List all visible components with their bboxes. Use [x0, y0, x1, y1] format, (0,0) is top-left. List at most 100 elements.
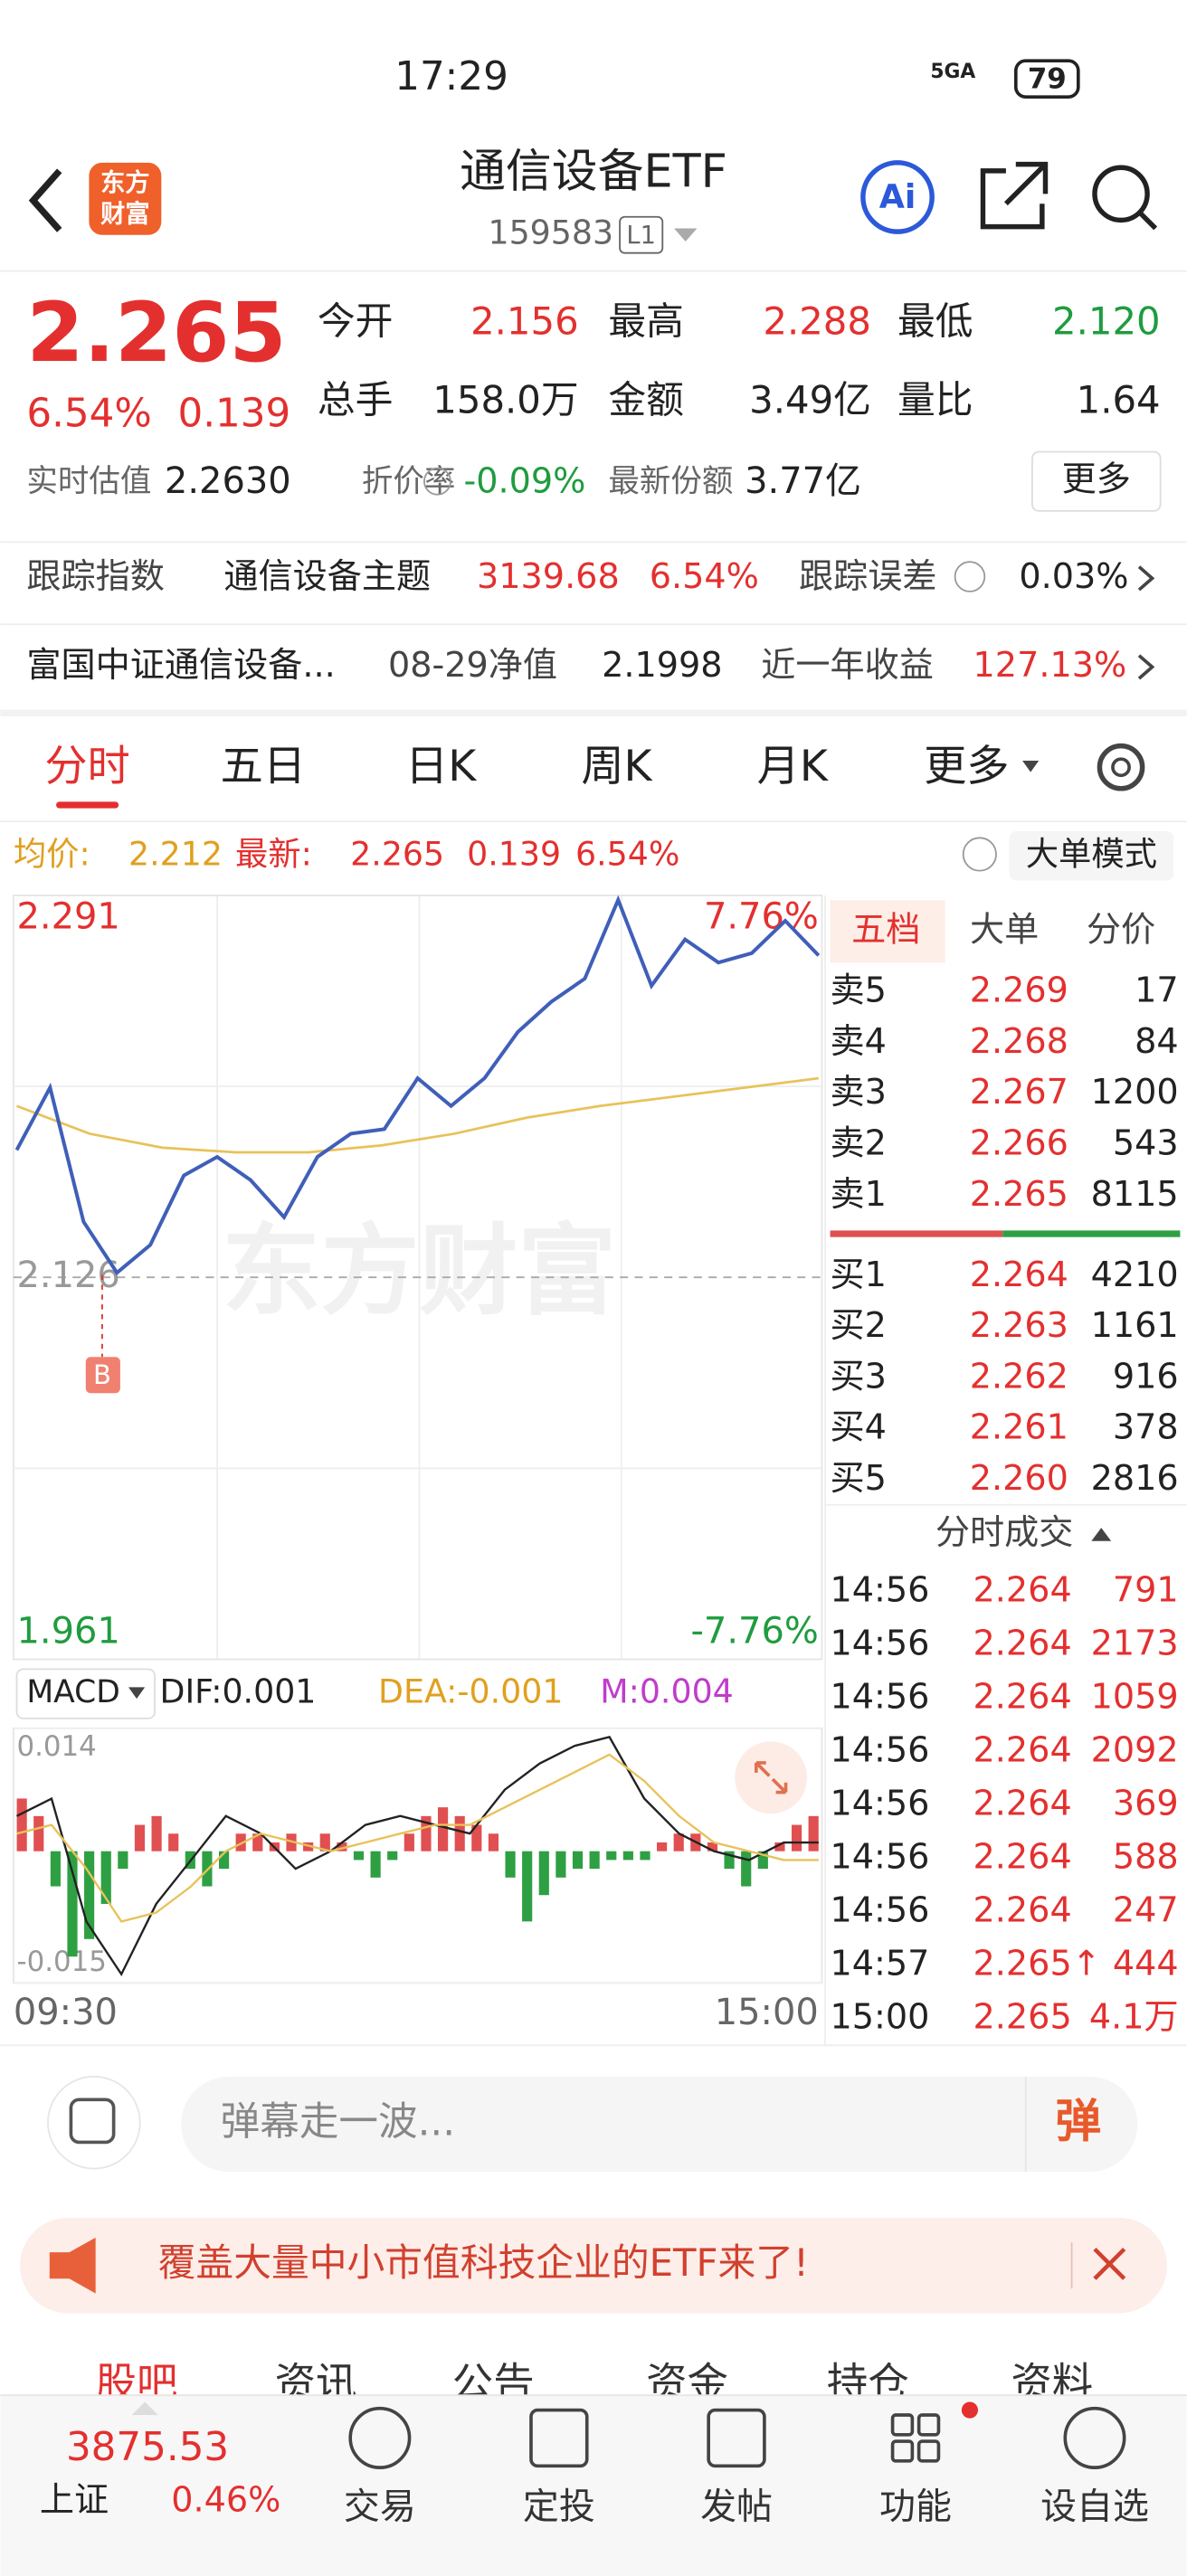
bid-price: 2.260	[970, 1458, 1068, 1498]
ai-button[interactable]	[860, 160, 935, 234]
price-line	[14, 895, 821, 1276]
tab[interactable]: 月K	[757, 742, 829, 791]
nav-label[interactable]: 设自选	[1040, 2486, 1149, 2528]
macd-line	[16, 1753, 819, 1923]
macd-bar	[437, 1807, 449, 1852]
macd-label[interactable]: MACD	[26, 1674, 119, 1710]
macd-bar	[353, 1851, 365, 1861]
banner	[20, 2218, 1167, 2314]
nav-label[interactable]: 交易	[344, 2486, 416, 2528]
trade-time: 14:57	[831, 1944, 930, 1984]
macd-bar	[757, 1851, 768, 1870]
status-time: 17:29	[394, 54, 508, 99]
more-button[interactable]	[1031, 450, 1162, 512]
nav-icon	[890, 2439, 915, 2463]
trade-volume: 4.1万	[1089, 1997, 1179, 2037]
chevron	[1137, 565, 1155, 592]
logo	[89, 162, 162, 235]
settings-hub	[1111, 757, 1131, 778]
macd-bar	[572, 1851, 584, 1870]
avg-label: 均价:	[14, 834, 90, 873]
tab[interactable]: 日K	[405, 742, 477, 791]
ask-label: 卖4	[831, 1021, 887, 1061]
nav-label[interactable]: 发帖	[700, 2486, 773, 2528]
index-value: 3875.53	[66, 2425, 229, 2470]
comment-icon	[69, 2098, 116, 2145]
tracking-label: 跟踪指数	[26, 556, 165, 596]
ob-tab[interactable]: 五档	[851, 909, 920, 949]
code: 159583	[488, 213, 613, 252]
ob-tab[interactable]: 大单	[970, 909, 1039, 949]
field-label: 今开	[318, 298, 394, 343]
avg: 2.212	[128, 834, 223, 873]
trade-volume: 588	[1113, 1837, 1179, 1877]
macd-bar	[556, 1851, 566, 1878]
tab[interactable]: 五日	[221, 742, 306, 791]
trade-price: 2.264	[973, 1624, 1072, 1663]
macd-bar	[791, 1824, 802, 1852]
ask-label: 卖3	[831, 1072, 887, 1112]
search-button[interactable]	[1092, 165, 1150, 223]
comment-input[interactable]	[181, 2076, 1138, 2173]
share-button[interactable]	[980, 161, 1049, 230]
ai-label: Ai	[879, 177, 916, 216]
nav-label[interactable]: 功能	[879, 2486, 952, 2528]
tab[interactable]: 更多	[924, 742, 1009, 791]
ask-price: 2.268	[970, 1021, 1068, 1061]
expand-icon	[754, 1761, 788, 1795]
expand-button[interactable]	[735, 1741, 808, 1814]
send-button[interactable]: 弹	[1055, 2095, 1101, 2148]
trade-time: 14:56	[831, 1570, 930, 1610]
back-button[interactable]	[28, 168, 62, 232]
macd-bar	[589, 1851, 600, 1870]
bid-label: 买1	[831, 1255, 887, 1294]
field-value: 2.120	[1052, 298, 1161, 343]
ask-price: 2.269	[970, 971, 1068, 1010]
field-label: 总手	[318, 378, 394, 422]
macd-bar	[67, 1851, 78, 1957]
dea-label: DEA:-0.001	[378, 1672, 563, 1711]
macd-bar	[622, 1851, 633, 1861]
macd-bar	[252, 1833, 263, 1852]
close-button[interactable]	[1093, 2247, 1126, 2280]
tab[interactable]: 分时	[44, 742, 129, 791]
trade-time: 14:56	[831, 1837, 930, 1877]
trade-time: 14:56	[831, 1784, 930, 1823]
comment-placeholder[interactable]: 弹幕走一波...	[221, 2100, 455, 2145]
nav-label[interactable]: 定投	[523, 2486, 595, 2528]
tracking-error: 0.03%	[1019, 556, 1128, 596]
settings-button[interactable]	[1097, 743, 1145, 791]
trade-price: 2.264	[973, 1570, 1072, 1610]
tab[interactable]: 周K	[581, 742, 652, 791]
macd-bar	[151, 1815, 162, 1852]
battery-level: 79	[1028, 63, 1067, 96]
y-tick-label: 0.014	[16, 1730, 96, 1763]
comment-icon-bg[interactable]	[47, 2075, 141, 2170]
macd-selector[interactable]	[15, 1668, 156, 1719]
macd-bar	[16, 1798, 27, 1852]
more-label[interactable]: 更多	[1062, 459, 1131, 499]
y-tick-label: -0.015	[16, 1946, 106, 1978]
mode-button[interactable]	[1009, 831, 1174, 881]
ob-tab[interactable]: 分价	[1087, 909, 1155, 949]
trade-time: 14:56	[831, 1677, 930, 1717]
megaphone	[49, 2237, 96, 2294]
dropdown	[1022, 760, 1040, 772]
discount: -0.09%	[464, 461, 586, 501]
ob-tab-active	[830, 900, 945, 963]
mode-label[interactable]: 大单模式	[1026, 834, 1157, 873]
nav-caret	[131, 2401, 158, 2415]
ask-label: 卖5	[831, 971, 887, 1010]
macd-bar	[303, 1842, 314, 1852]
trade-time: 15:00	[831, 1997, 930, 2037]
y-tick-label: 2.126	[16, 1255, 119, 1296]
index-pct: 0.46%	[171, 2480, 280, 2520]
nav-label: 08-29净值	[388, 645, 557, 685]
marker-label: B	[93, 1359, 111, 1390]
field-label: 量比	[897, 378, 973, 422]
field-label: 最高	[608, 298, 684, 343]
ask-volume: 84	[1135, 1021, 1179, 1061]
trade-volume: 2092	[1091, 1730, 1179, 1770]
level-box	[619, 215, 664, 254]
